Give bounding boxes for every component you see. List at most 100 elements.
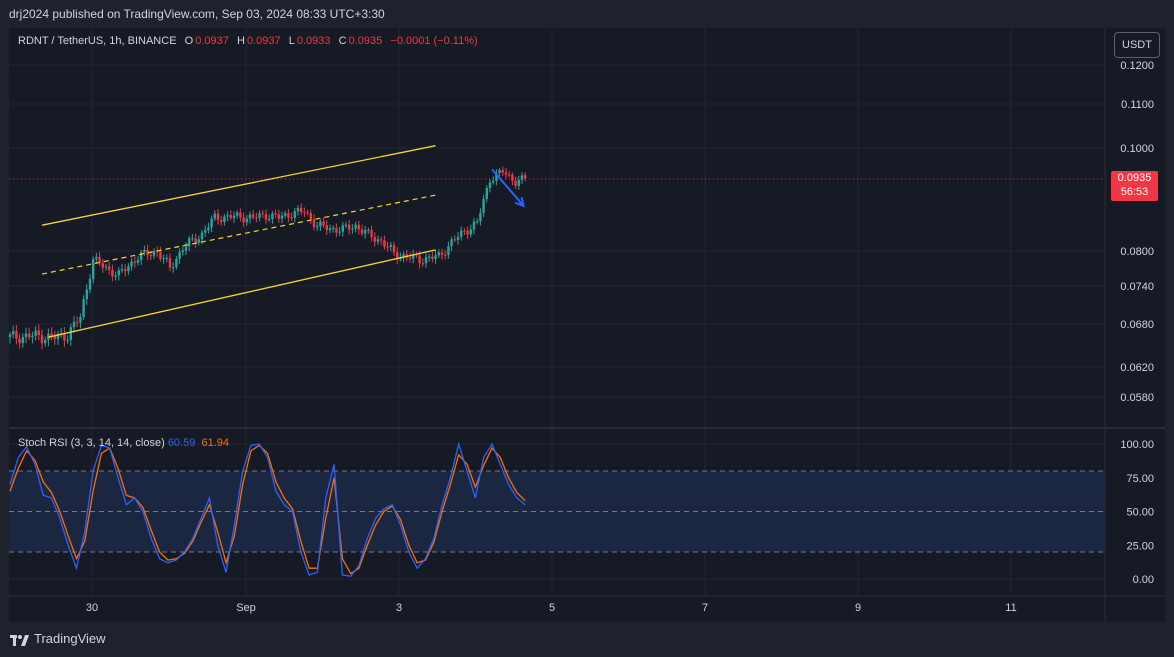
stoch-rsi-name[interactable]: Stoch RSI (3, 3, 14, 14, close) bbox=[18, 437, 165, 449]
stoch-rsi-d-value: 61.94 bbox=[201, 437, 229, 449]
stoch-rsi-axis-tick-label: 0.00 bbox=[1133, 574, 1154, 586]
candle-body bbox=[140, 252, 143, 261]
down-arrow-head bbox=[514, 196, 525, 208]
candle-body bbox=[252, 214, 255, 218]
candle-body bbox=[223, 216, 226, 222]
candle-body bbox=[143, 249, 146, 253]
candle-body bbox=[508, 174, 511, 176]
candle-body bbox=[172, 267, 175, 269]
candle-body bbox=[287, 213, 290, 218]
candle-body bbox=[184, 246, 188, 251]
candle-body bbox=[197, 239, 200, 243]
candle-body bbox=[492, 180, 495, 183]
candle-body bbox=[418, 255, 421, 264]
candle-body bbox=[40, 335, 44, 344]
candle-body bbox=[191, 238, 194, 240]
candle-body bbox=[341, 225, 344, 232]
candle-body bbox=[108, 266, 111, 270]
candle-body bbox=[319, 221, 322, 227]
price-axis-tick-label: 0.1200 bbox=[1120, 60, 1154, 72]
stoch-rsi-axis-tick-label: 100.00 bbox=[1120, 439, 1154, 451]
price-axis-tick-label: 0.1100 bbox=[1121, 99, 1154, 111]
channel-lower-line bbox=[48, 249, 436, 338]
candle-body bbox=[34, 330, 37, 336]
price-legend: RDNT / TetherUS, 1h, BINANCE O 0.0937 H 0.… bbox=[18, 35, 480, 47]
candle-body bbox=[21, 336, 24, 344]
candle-body bbox=[309, 213, 312, 220]
candle-body bbox=[98, 256, 101, 264]
candle-body bbox=[517, 179, 520, 186]
candle-body bbox=[66, 339, 69, 341]
candle-body bbox=[431, 256, 434, 260]
candle-body bbox=[434, 255, 437, 260]
candle-body bbox=[255, 217, 258, 219]
open-value: 0.0937 bbox=[195, 35, 229, 47]
candle-body bbox=[271, 213, 274, 219]
candle-body bbox=[188, 238, 191, 247]
high-value: 0.0937 bbox=[246, 35, 281, 47]
candle-body bbox=[229, 215, 232, 218]
candle-body bbox=[37, 330, 40, 336]
time-axis-tick-label: 3 bbox=[396, 602, 402, 614]
candle-body bbox=[15, 331, 18, 339]
candle-body bbox=[204, 230, 207, 233]
candle-body bbox=[498, 170, 501, 173]
candle-body bbox=[232, 215, 236, 218]
candle-body bbox=[63, 333, 66, 341]
close-label: C bbox=[338, 35, 347, 47]
candle-body bbox=[460, 230, 463, 237]
currency-button[interactable]: USDT bbox=[1114, 32, 1160, 58]
time-axis-tick-label: 11 bbox=[1005, 602, 1016, 614]
candle-body bbox=[447, 246, 450, 256]
candle-body bbox=[428, 256, 431, 258]
symbol-label[interactable]: RDNT / TetherUS, 1h, BINANCE bbox=[18, 35, 177, 47]
candle-body bbox=[200, 232, 204, 240]
candle-body bbox=[421, 263, 424, 265]
candle-body bbox=[293, 211, 296, 219]
candle-body bbox=[117, 270, 120, 276]
candle-body bbox=[31, 335, 34, 338]
candle-body bbox=[44, 339, 47, 344]
down-arrow-shaft bbox=[491, 168, 525, 207]
candle-body bbox=[360, 229, 364, 234]
candle-body bbox=[303, 211, 306, 213]
candle-body bbox=[351, 228, 354, 230]
published-text: drj2024 published on TradingView.com, Se… bbox=[9, 7, 385, 21]
candle-body bbox=[133, 261, 136, 263]
candle-body bbox=[284, 213, 287, 216]
candle-body bbox=[85, 289, 88, 300]
candle-body bbox=[207, 227, 210, 231]
countdown-value: 56:53 bbox=[1120, 186, 1149, 198]
candle-body bbox=[453, 239, 456, 241]
candle-body bbox=[386, 246, 389, 248]
candle-body bbox=[290, 217, 293, 219]
candle-body bbox=[236, 212, 239, 216]
candle-body bbox=[296, 208, 300, 212]
candle-body bbox=[130, 261, 133, 267]
close-value: 0.0935 bbox=[348, 35, 383, 47]
candle-body bbox=[469, 229, 472, 235]
candle-body bbox=[306, 212, 309, 214]
candle-body bbox=[152, 251, 156, 256]
candle-body bbox=[280, 215, 284, 219]
candle-body bbox=[146, 249, 149, 256]
candle-body bbox=[357, 224, 360, 230]
price-axis-tick-label: 0.0580 bbox=[1120, 392, 1154, 404]
candle-body bbox=[178, 252, 181, 259]
candle-body bbox=[450, 239, 453, 247]
candle-body bbox=[463, 230, 466, 232]
candle-body bbox=[338, 231, 341, 233]
candle-body bbox=[444, 254, 447, 256]
candle-body bbox=[165, 258, 168, 260]
stoch-rsi-axis-tick-label: 25.00 bbox=[1126, 540, 1154, 552]
candle-body bbox=[175, 258, 178, 268]
candle-body bbox=[440, 252, 444, 255]
candle-body bbox=[72, 321, 76, 328]
time-axis-tick-label: 7 bbox=[702, 602, 708, 614]
candle-body bbox=[402, 254, 405, 258]
candle-body bbox=[335, 227, 338, 233]
candle-body bbox=[18, 338, 21, 344]
stoch-rsi-axis-tick-label: 50.00 bbox=[1126, 507, 1154, 519]
candle-body bbox=[322, 221, 325, 226]
